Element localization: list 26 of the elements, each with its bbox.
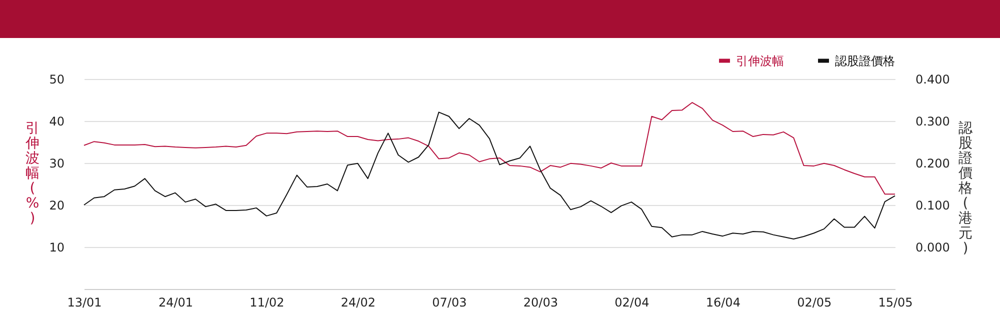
x-tick-label: 16/04: [706, 296, 740, 310]
x-tick-label: 11/02: [250, 296, 284, 310]
y2-tick-label: 0.000: [916, 240, 950, 254]
y-axis-title: 引伸波幅(%): [24, 120, 40, 226]
x-tick-label: 24/01: [158, 296, 194, 310]
line-series: [84, 112, 896, 240]
x-tick-label: 02/05: [797, 296, 832, 310]
y2-tick-label: 0.400: [916, 72, 950, 86]
y2-tick-label: 0.100: [916, 198, 950, 212]
y2-tick-label: 0.200: [916, 156, 950, 170]
x-tick-label: 15/05: [878, 296, 913, 310]
legend-label: 引伸波幅: [736, 54, 784, 68]
y-tick-label: 40: [49, 114, 64, 128]
y-tick-label: 50: [49, 72, 64, 86]
x-tick-label: 07/03: [432, 296, 467, 310]
line-series: [84, 102, 896, 195]
y-tick-label: 20: [49, 198, 64, 212]
text: 認股證價格(港元): [958, 120, 972, 256]
x-tick-label: 02/04: [614, 296, 650, 310]
legend-label: 認股證價格: [835, 54, 895, 68]
x-tick-label: 13/01: [67, 296, 102, 310]
y2-tick-label: 0.300: [916, 114, 950, 128]
x-tick-label: 20/03: [523, 296, 558, 310]
y-tick-label: 30: [49, 156, 64, 170]
y-tick-label: 10: [49, 240, 64, 254]
x-tick-label: 24/02: [340, 296, 376, 310]
